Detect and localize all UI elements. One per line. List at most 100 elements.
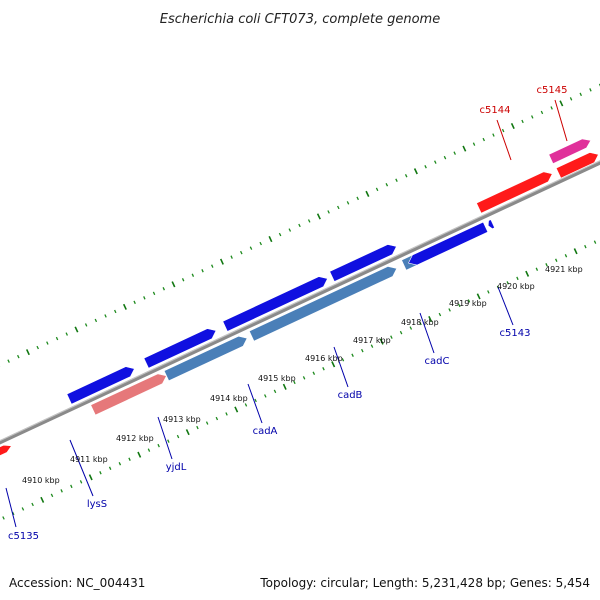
minor-tick — [467, 299, 471, 303]
yjdL-fwd-arrow[interactable] — [143, 328, 217, 369]
minor-tick — [419, 321, 422, 326]
label-leader-lines — [5, 99, 568, 528]
minor-tick — [60, 489, 63, 493]
minor-tick — [211, 264, 214, 268]
minor-tick — [50, 493, 54, 498]
minor-tick — [399, 330, 403, 335]
tick-label: 4916 kbp — [305, 354, 343, 363]
tick-label: 4912 kbp — [116, 434, 154, 443]
minor-tick — [7, 359, 10, 363]
minor-tick — [162, 287, 165, 291]
gene-label-lyss[interactable]: lysS — [87, 499, 107, 510]
c5145-arrow[interactable] — [555, 152, 599, 179]
cadC-arrow[interactable] — [408, 221, 489, 266]
minor-tick — [390, 335, 393, 339]
minor-tick — [327, 210, 330, 214]
leader-line — [496, 119, 512, 161]
minor-tick — [521, 119, 524, 124]
minor-tick — [176, 434, 180, 439]
minor-tick — [453, 151, 456, 155]
major-tick — [559, 100, 564, 107]
major-tick — [413, 168, 418, 175]
minor-tick — [438, 312, 442, 317]
c5144-arrow[interactable] — [476, 171, 553, 214]
minor-tick — [244, 403, 248, 407]
scale-tick-labels: 4910 kbp 4911 kbp 4912 kbp 4913 kbp 4914 kbp… — [22, 265, 583, 485]
major-tick — [316, 213, 321, 220]
gene-label-c5144[interactable]: c5144 — [480, 105, 511, 116]
major-tick — [74, 326, 79, 333]
gene-label-yjdl[interactable]: yjdL — [166, 462, 187, 473]
minor-tick — [531, 115, 534, 119]
major-tick — [185, 429, 190, 436]
c5145-pseudo-arrow[interactable] — [548, 138, 592, 164]
minor-tick — [346, 201, 350, 205]
minor-tick — [104, 314, 107, 318]
cadA-arrow[interactable] — [248, 266, 398, 342]
minor-tick — [118, 462, 122, 466]
tick-label: 4910 kbp — [22, 476, 60, 485]
gene-label-c5145[interactable]: c5145 — [537, 85, 568, 96]
map-title: Escherichia coli CFT073, complete genome — [160, 12, 440, 27]
minor-tick — [361, 348, 364, 353]
inner-scale-ticks — [2, 240, 597, 520]
minor-tick — [254, 398, 257, 403]
minor-tick — [55, 336, 59, 341]
minor-tick — [501, 128, 505, 133]
gene-label-c5135[interactable]: c5135 — [8, 531, 39, 542]
c5143-arrow[interactable] — [487, 219, 495, 230]
major-tick — [365, 190, 370, 197]
lysS-pseudo-arrow[interactable] — [90, 373, 167, 416]
minor-tick — [181, 278, 185, 282]
major-tick — [573, 248, 578, 255]
yjdL-arrow[interactable] — [163, 335, 248, 382]
tick-label: 4918 kbp — [401, 318, 439, 327]
minor-tick — [404, 174, 408, 178]
major-tick — [476, 293, 481, 300]
tick-label: 4915 kbp — [258, 374, 296, 383]
minor-tick — [409, 326, 413, 330]
minor-tick — [458, 303, 461, 308]
minor-tick — [264, 394, 267, 398]
gene-label-c5143[interactable]: c5143 — [500, 328, 531, 339]
minor-tick — [65, 332, 68, 336]
leader-line — [497, 286, 514, 326]
backbone-highlight — [0, 160, 600, 442]
cadB-arrow[interactable] — [329, 244, 397, 282]
minor-tick — [535, 267, 539, 271]
major-tick — [525, 270, 530, 277]
cadA-fwd-arrow[interactable] — [222, 276, 328, 332]
accession-text: Accession: NC_004431 — [9, 576, 145, 590]
minor-tick — [424, 165, 427, 169]
minor-tick — [157, 443, 160, 448]
minor-tick — [108, 466, 112, 470]
minor-tick — [589, 88, 592, 92]
minor-tick — [114, 309, 117, 314]
minor-tick — [240, 250, 243, 255]
minor-tick — [584, 244, 587, 249]
tick-label: 4920 kbp — [497, 282, 535, 291]
minor-tick — [540, 110, 544, 115]
minor-tick — [152, 291, 156, 296]
major-tick — [234, 406, 239, 413]
c5135-arrow[interactable] — [0, 444, 13, 467]
minor-tick — [579, 92, 582, 97]
minor-tick — [249, 246, 253, 250]
gene-label-cadc[interactable]: cadC — [425, 356, 450, 367]
genome-backbone — [0, 160, 600, 445]
lysS-arrow[interactable] — [66, 366, 135, 405]
genome-stats-text: Topology: circular; Length: 5,231,428 bp… — [259, 576, 590, 590]
minor-tick — [128, 457, 131, 461]
minor-tick — [434, 160, 437, 164]
minor-tick — [31, 502, 34, 507]
gene-label-cadb[interactable]: cadB — [338, 390, 363, 401]
major-tick — [219, 258, 224, 265]
minor-tick — [312, 371, 316, 375]
minor-tick — [278, 232, 282, 237]
gene-label-cada[interactable]: cadA — [253, 426, 278, 437]
leader-line — [247, 383, 263, 424]
tick-label: 4911 kbp — [70, 455, 108, 464]
major-tick — [25, 349, 30, 356]
tick-label: 4919 kbp — [449, 299, 487, 308]
